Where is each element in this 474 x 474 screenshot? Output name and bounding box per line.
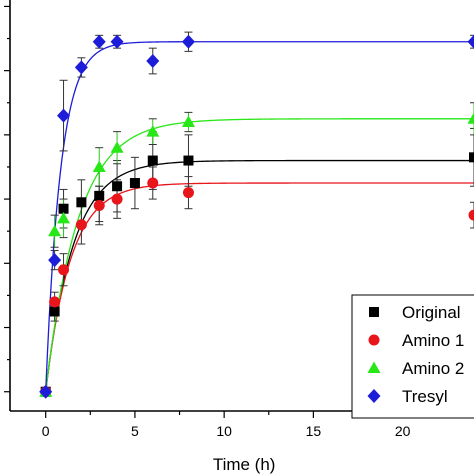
x-axis-title: Time (h) xyxy=(213,455,276,474)
amino-2-point xyxy=(92,160,106,172)
amino-1-point xyxy=(58,264,70,276)
original-point xyxy=(147,155,158,166)
amino-1-point xyxy=(75,219,87,231)
amino-2-point xyxy=(181,115,195,128)
legend: Original Amino 1 Amino 2 Tresyl xyxy=(351,294,474,419)
tresyl-point xyxy=(39,384,53,399)
y-ticks xyxy=(4,5,10,393)
original-point xyxy=(94,190,105,201)
x-tick-label: 0 xyxy=(42,423,50,439)
amino-1-point xyxy=(49,296,61,308)
original-point xyxy=(112,181,123,192)
x-tick-label: 10 xyxy=(216,423,232,439)
legend-tresyl-swatch xyxy=(367,389,381,403)
legend-tresyl-label: Tresyl xyxy=(402,387,448,406)
error-bars xyxy=(50,31,474,322)
x-tick-label: 15 xyxy=(306,423,322,439)
legend-amino-2-swatch xyxy=(367,361,381,373)
original-point xyxy=(183,155,194,166)
tresyl-point xyxy=(92,34,106,49)
original-point xyxy=(49,306,60,317)
amino-1-point xyxy=(93,200,105,211)
tresyl-point xyxy=(146,54,160,69)
amino-2-point xyxy=(48,224,62,237)
amino-2-point xyxy=(57,211,71,224)
original-point xyxy=(129,178,140,189)
x-tick-label: 5 xyxy=(131,423,139,439)
original-point xyxy=(469,152,474,163)
amino-2-point xyxy=(467,112,474,124)
legend-amino-1-label: Amino 1 xyxy=(402,331,464,350)
original-point xyxy=(58,203,69,214)
legend-original-swatch xyxy=(369,307,379,317)
tresyl-point xyxy=(48,253,62,268)
tresyl-point xyxy=(57,108,71,123)
tresyl-point xyxy=(74,60,88,75)
amino-2-point xyxy=(110,141,124,153)
data-markers xyxy=(39,34,474,399)
tresyl-point xyxy=(181,34,195,49)
tresyl-point xyxy=(110,34,124,49)
amino-1-point xyxy=(182,187,194,199)
legend-amino-2-label: Amino 2 xyxy=(402,359,464,378)
tresyl-point xyxy=(467,34,474,49)
amino-2-point xyxy=(146,125,160,137)
legend-original-label: Original xyxy=(402,303,461,322)
legend-amino-1-swatch xyxy=(368,334,380,346)
amino-1-point xyxy=(468,209,474,221)
amino-1-point xyxy=(111,193,123,205)
amino-1-point xyxy=(147,177,159,189)
original-point xyxy=(76,197,87,208)
x-tick-label: 20 xyxy=(395,423,411,439)
